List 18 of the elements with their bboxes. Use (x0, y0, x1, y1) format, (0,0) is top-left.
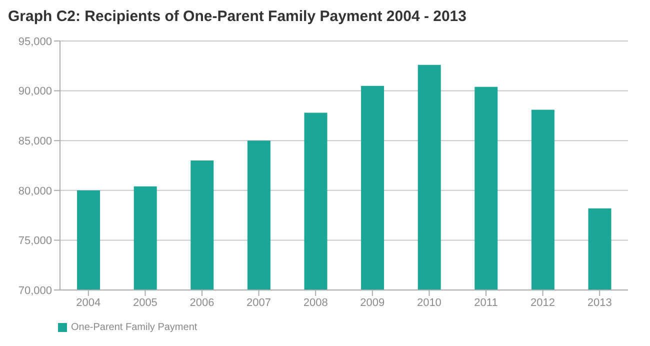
x-tick-label: 2013 (587, 296, 612, 309)
x-tick-label: 2011 (474, 296, 498, 309)
chart-title: Graph C2: Recipients of One-Parent Family Payment 2004 - 2013 (8, 8, 468, 25)
x-tick-label: 2005 (132, 296, 158, 309)
x-tick-label: 2004 (76, 296, 101, 309)
x-tick-label: 2006 (190, 296, 214, 309)
x-tick-label: 2008 (303, 296, 328, 309)
y-tick-label: 70,000 (18, 284, 52, 297)
y-tick-label: 90,000 (18, 86, 52, 98)
y-tick-label: 85,000 (18, 136, 52, 148)
x-tick-label: 2010 (416, 296, 442, 309)
x-tick-label: 2009 (360, 296, 385, 309)
legend-label: One-Parent Family Payment (71, 322, 198, 333)
y-tick-label: 80,000 (18, 185, 52, 198)
y-tick-label: 75,000 (18, 235, 52, 248)
x-tick-label: 2012 (530, 296, 556, 309)
y-tick-label: 95,000 (18, 36, 52, 48)
x-tick-label: 2007 (246, 296, 272, 309)
